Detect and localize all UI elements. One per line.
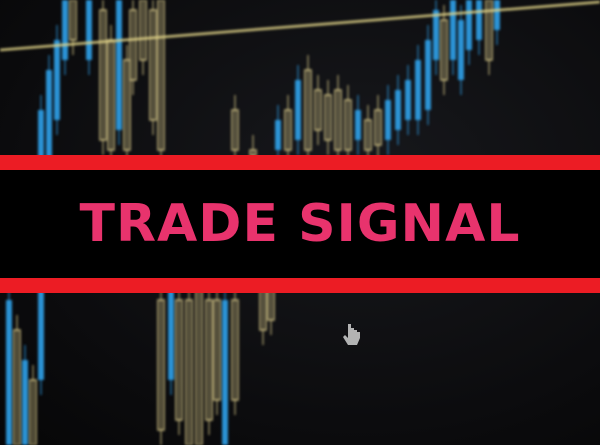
candle-body [213,299,221,401]
candle-body [205,299,213,421]
candle-body [324,94,332,141]
candle-body [157,299,165,431]
candle-body [116,0,122,130]
candle-body [466,0,472,50]
candle-body [54,40,60,120]
candle-body [494,0,500,30]
candle-body [139,0,147,61]
candle-body [231,299,239,401]
candle-body [222,300,228,445]
candle-body [275,120,281,150]
banner-bottom-stripe [0,278,600,293]
candle-body [22,360,28,445]
candle-body [314,89,322,131]
candle-body [13,329,21,445]
candle-body [168,280,174,380]
candle-body [86,0,92,60]
candle-body [334,89,342,151]
candle-body [175,299,183,421]
trend-line [0,0,600,52]
candle-body [440,19,448,81]
banner-band [0,170,600,278]
candle-body [185,299,193,445]
banner-top-stripe [0,155,600,170]
candle-body [6,300,12,445]
candle-body [99,9,107,141]
candle-body [304,69,312,151]
candle-body [295,80,301,140]
candle-body [476,0,482,40]
candle-body [415,60,421,120]
candle-body [38,290,44,380]
candle-body [485,0,493,61]
candle-body [385,100,391,140]
candle-body [284,109,292,151]
candle-body [69,0,77,41]
candle-body [231,109,239,151]
candle-body [433,10,439,60]
candle-body [129,9,137,81]
candle-body [149,9,157,121]
candle-body [374,109,382,146]
candle-body [458,20,464,80]
candle-body [123,59,131,151]
trade-signal-banner: TRADE SIGNAL [0,155,600,293]
candle-body [395,90,401,130]
candle-body [344,99,352,151]
candle-body [46,70,52,160]
candle-body [355,110,361,140]
candle-body [29,379,37,445]
candle-body [405,80,411,120]
banner-title: TRADE SIGNAL [79,194,521,254]
candle-body [450,0,456,60]
candle-body [425,40,431,110]
candle-body [62,0,68,60]
candle-body [157,0,165,151]
candle-body [364,119,372,151]
mouse-pointer-icon [343,324,360,345]
